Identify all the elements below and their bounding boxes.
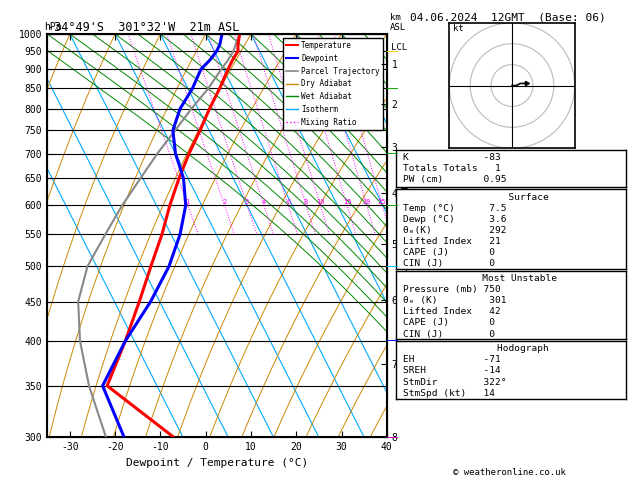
Text: —: — <box>386 147 398 160</box>
Text: —: — <box>386 431 398 444</box>
Text: PW (cm)       0.95: PW (cm) 0.95 <box>403 174 506 184</box>
Text: θₑ (K)         301: θₑ (K) 301 <box>403 296 506 305</box>
Text: Surface: Surface <box>474 192 548 202</box>
Text: 4: 4 <box>262 199 266 205</box>
Text: 2: 2 <box>222 199 226 205</box>
Text: —: — <box>386 334 398 347</box>
Text: -34°49'S  301°32'W  21m ASL: -34°49'S 301°32'W 21m ASL <box>47 21 240 34</box>
Text: 25: 25 <box>378 199 386 205</box>
Text: Temp (°C)      7.5: Temp (°C) 7.5 <box>403 204 506 213</box>
X-axis label: Dewpoint / Temperature (°C): Dewpoint / Temperature (°C) <box>126 458 308 468</box>
Text: CIN (J)        0: CIN (J) 0 <box>403 259 495 268</box>
Text: Most Unstable: Most Unstable <box>465 274 557 283</box>
Text: θₑ(K)          292: θₑ(K) 292 <box>403 226 506 235</box>
Text: StmDir        322°: StmDir 322° <box>403 378 506 387</box>
Text: hPa: hPa <box>44 21 62 32</box>
Text: © weatheronline.co.uk: © weatheronline.co.uk <box>453 468 566 477</box>
Text: Lifted Index   21: Lifted Index 21 <box>403 237 501 246</box>
Text: K             -83: K -83 <box>403 153 501 162</box>
Text: Totals Totals   1: Totals Totals 1 <box>403 164 501 173</box>
Text: —: — <box>386 82 398 95</box>
Text: LCL: LCL <box>391 43 407 52</box>
Text: Pressure (mb) 750: Pressure (mb) 750 <box>403 285 501 294</box>
Text: —: — <box>386 260 398 273</box>
Y-axis label: Mixing Ratio (g/kg): Mixing Ratio (g/kg) <box>400 180 410 292</box>
Text: kt: kt <box>454 24 464 33</box>
Text: Hodograph: Hodograph <box>474 344 548 353</box>
Text: 8: 8 <box>304 199 308 205</box>
Text: 04.06.2024  12GMT  (Base: 06): 04.06.2024 12GMT (Base: 06) <box>409 12 606 22</box>
Text: 3: 3 <box>245 199 249 205</box>
Text: EH            -71: EH -71 <box>403 355 501 364</box>
Legend: Temperature, Dewpoint, Parcel Trajectory, Dry Adiabat, Wet Adiabat, Isotherm, Mi: Temperature, Dewpoint, Parcel Trajectory… <box>283 38 383 130</box>
Text: CAPE (J)       0: CAPE (J) 0 <box>403 248 495 257</box>
Text: —: — <box>386 45 398 58</box>
Text: StmSpd (kt)   14: StmSpd (kt) 14 <box>403 389 495 398</box>
Text: CAPE (J)       0: CAPE (J) 0 <box>403 318 495 328</box>
Text: Dewp (°C)      3.6: Dewp (°C) 3.6 <box>403 215 506 224</box>
Text: 20: 20 <box>362 199 371 205</box>
Text: 10: 10 <box>316 199 325 205</box>
Text: 1: 1 <box>186 199 190 205</box>
Text: 6: 6 <box>286 199 291 205</box>
Text: 15: 15 <box>343 199 352 205</box>
Text: —: — <box>386 199 398 212</box>
Text: CIN (J)        0: CIN (J) 0 <box>403 330 495 339</box>
Text: Lifted Index   42: Lifted Index 42 <box>403 307 501 316</box>
Text: km
ASL: km ASL <box>390 13 406 32</box>
Text: SREH          -14: SREH -14 <box>403 366 501 375</box>
